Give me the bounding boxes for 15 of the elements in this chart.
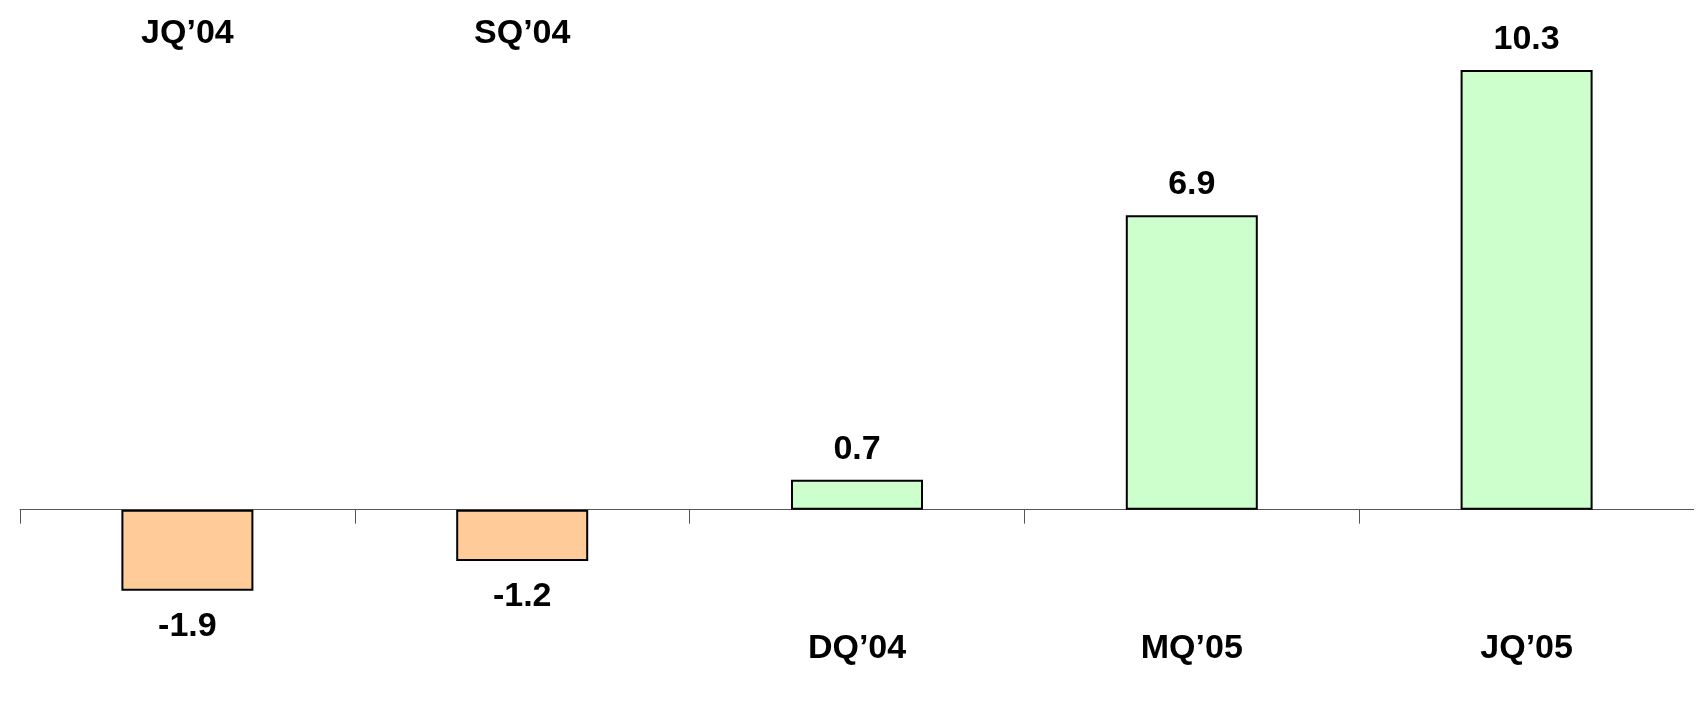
bar: [121, 509, 254, 591]
data-label: -1.9: [158, 604, 217, 643]
bar: [1125, 215, 1258, 510]
data-label: 0.7: [833, 427, 881, 466]
x-tick-label: JQ’04: [141, 12, 234, 50]
data-label: -1.2: [492, 574, 552, 613]
x-tick-label: SQ’04: [474, 12, 571, 50]
x-tick-label: MQ’05: [1140, 627, 1243, 665]
bar: [791, 479, 923, 510]
data-label: 10.3: [1493, 18, 1560, 56]
x-tick-label: JQ’05: [1480, 627, 1573, 665]
bar: [456, 509, 589, 561]
data-label: 6.9: [1168, 163, 1216, 202]
bar: [1460, 70, 1593, 510]
x-tick-label: DQ’04: [807, 627, 907, 665]
